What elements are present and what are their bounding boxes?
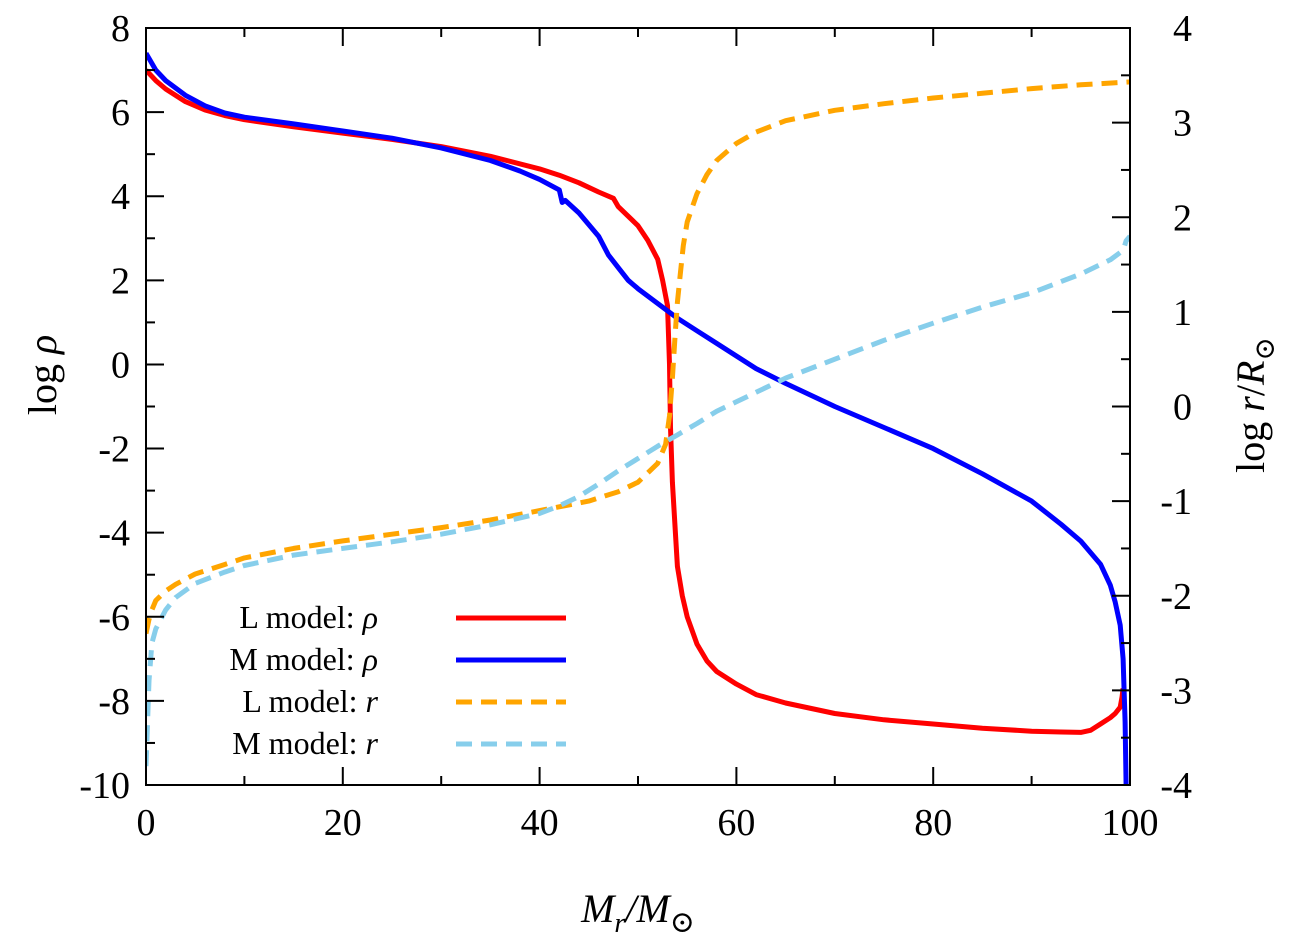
y-right-tick-label: 3 xyxy=(1173,103,1192,145)
y-left-tick-label: -10 xyxy=(79,765,130,807)
x-tick-label: 40 xyxy=(521,802,559,844)
series-line-2 xyxy=(146,51,1129,785)
y-left-tick-label: 0 xyxy=(111,344,130,386)
y-right-tick-label: -1 xyxy=(1160,481,1192,523)
y-right-tick-label: 0 xyxy=(1173,387,1192,429)
x-tick-label: 0 xyxy=(137,802,156,844)
y-right-tick-label: -4 xyxy=(1160,765,1192,807)
y-left-tick-label: -6 xyxy=(98,597,130,639)
y-left-tick-label: 4 xyxy=(111,176,130,218)
x-tick-label: 20 xyxy=(324,802,362,844)
x-axis-label: Mr/M⊙ xyxy=(580,886,695,939)
legend-label-3: L model: r xyxy=(242,683,378,719)
y-right-tick-label: 4 xyxy=(1173,8,1192,50)
legend-label-1: L model: ρ xyxy=(239,599,378,635)
x-tick-label: 80 xyxy=(914,802,952,844)
y-left-tick-label: -2 xyxy=(98,429,130,471)
y-right-tick-label: 2 xyxy=(1173,197,1192,239)
y-left-tick-label: -8 xyxy=(98,681,130,723)
y-right-tick-label: 1 xyxy=(1173,292,1192,334)
series-line-3 xyxy=(146,79,1130,635)
y-left-tick-label: 6 xyxy=(111,92,130,134)
y-left-tick-label: -4 xyxy=(98,513,130,555)
y-left-tick-label: 8 xyxy=(111,8,130,50)
axis-ticks: 0 20 40 60 80 100-10-8-6-4-202468-4-3-2-10123… xyxy=(79,8,1192,844)
y-axis-label-right: log r/R⊙ xyxy=(1228,337,1281,473)
y-axis-label-left: log ρ xyxy=(20,335,65,415)
y-left-tick-label: 2 xyxy=(111,260,130,302)
x-tick-label: 100 xyxy=(1102,802,1159,844)
legend-label-4: M model: r xyxy=(232,725,378,761)
legend: L model: ρ M model: ρ L model: r M model: r xyxy=(229,599,566,761)
series-layer xyxy=(146,51,1130,785)
y-right-tick-label: -2 xyxy=(1160,576,1192,618)
y-right-tick-label: -3 xyxy=(1160,670,1192,712)
legend-label-2: M model: ρ xyxy=(229,641,378,677)
x-tick-label: 60 xyxy=(717,802,755,844)
